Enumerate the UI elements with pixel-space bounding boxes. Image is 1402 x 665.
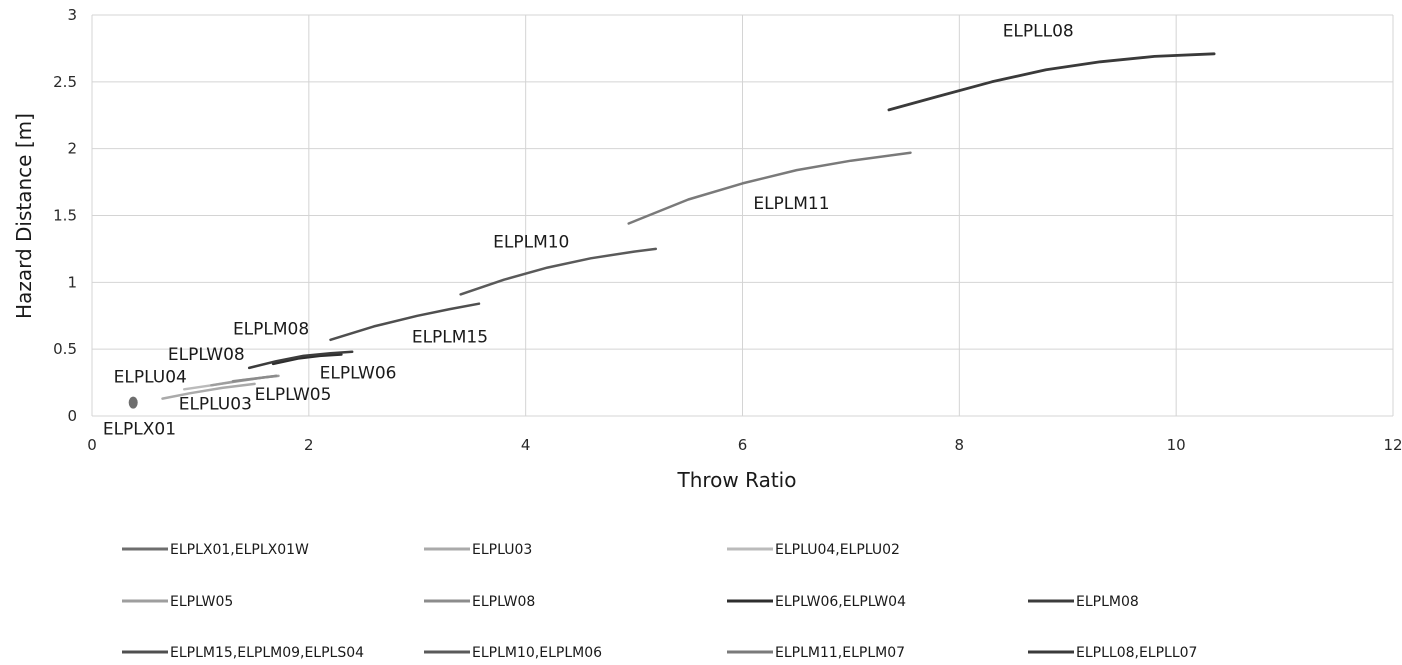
y-tick-label: 2.5 [53, 73, 77, 91]
legend-label: ELPLL08,ELPLL07 [1076, 645, 1197, 661]
legend-item: ELPLM08 [1028, 594, 1139, 610]
series-group [128, 52, 1216, 409]
legend-item: ELPLW06,ELPLW04 [727, 594, 906, 610]
series-annotation: ELPLU04 [114, 368, 187, 388]
x-tick-label: 0 [87, 436, 97, 454]
legend-item: ELPLU03 [424, 542, 532, 558]
series-line-5 [271, 353, 343, 366]
y-tick-label: 0.5 [53, 340, 77, 358]
legend-label: ELPLW05 [170, 594, 233, 610]
series-annotation: ELPLW06 [320, 364, 397, 384]
legend-label: ELPLW06,ELPLW04 [775, 594, 906, 610]
legend-item: ELPLW08 [424, 594, 535, 610]
y-tick-label: 3 [67, 6, 77, 24]
series-annotation: ELPLM15 [412, 327, 488, 347]
y-tick-label: 1.5 [53, 207, 77, 225]
y-tick-label: 0 [67, 407, 77, 425]
series-line-6 [247, 350, 354, 370]
x-tick-label: 10 [1167, 436, 1186, 454]
series-line-7 [329, 302, 481, 342]
grid [91, 14, 1394, 417]
legend-label: ELPLX01,ELPLX01W [170, 542, 309, 558]
series-line-10 [887, 52, 1216, 112]
series-point-0 [128, 396, 138, 409]
legend-label: ELPLU04,ELPLU02 [775, 542, 900, 558]
y-axis-title: Hazard Distance [m] [12, 113, 36, 319]
legend: ELPLX01,ELPLX01W ELPLU03 ELPLU04,ELPLU02 EL… [122, 542, 1197, 661]
legend-item: ELPLM10,ELPLM06 [424, 645, 602, 661]
x-tick-label: 8 [955, 436, 965, 454]
legend-item: ELPLW05 [122, 594, 233, 610]
x-axis-title: Throw Ratio [677, 468, 797, 492]
legend-item: ELPLM11,ELPLM07 [727, 645, 905, 661]
annotations: ELPLL08 ELPLM11 ELPLM10 ELPLM08 ELPLM15 ELPLW… [103, 21, 1074, 439]
series-annotation: ELPLW05 [255, 385, 332, 405]
axes: 0 2 4 6 8 10 12 0 0.5 1 1.5 2 2.5 3 [53, 6, 1402, 454]
legend-item: ELPLL08,ELPLL07 [1028, 645, 1197, 661]
x-tick-label: 4 [521, 436, 531, 454]
series-line-8 [459, 247, 658, 296]
y-tick-label: 2 [67, 140, 77, 158]
legend-item: ELPLU04,ELPLU02 [727, 542, 900, 558]
series-annotation: ELPLW08 [168, 345, 245, 365]
legend-label: ELPLM08 [1076, 594, 1139, 610]
series-annotation: ELPLM08 [233, 319, 309, 339]
series-annotation: ELPLU03 [179, 394, 252, 414]
legend-label: ELPLM10,ELPLM06 [472, 645, 602, 661]
y-tick-label: 1 [67, 273, 77, 291]
legend-label: ELPLM15,ELPLM09,ELPLS04 [170, 645, 364, 661]
x-tick-label: 12 [1383, 436, 1402, 454]
legend-label: ELPLU03 [472, 542, 532, 558]
series-annotation: ELPLX01 [103, 420, 176, 440]
x-tick-label: 6 [738, 436, 748, 454]
legend-item: ELPLM15,ELPLM09,ELPLS04 [122, 645, 364, 661]
legend-item: ELPLX01,ELPLX01W [122, 542, 309, 558]
series-annotation: ELPLL08 [1003, 21, 1074, 41]
legend-label: ELPLM11,ELPLM07 [775, 645, 905, 661]
series-annotation: ELPLM11 [753, 194, 829, 214]
series-line-4 [231, 374, 278, 383]
series-annotation: ELPLM10 [493, 233, 569, 253]
series-line-9 [627, 151, 912, 225]
series-line-1 [161, 382, 256, 400]
legend-label: ELPLW08 [472, 594, 535, 610]
x-tick-label: 2 [304, 436, 314, 454]
